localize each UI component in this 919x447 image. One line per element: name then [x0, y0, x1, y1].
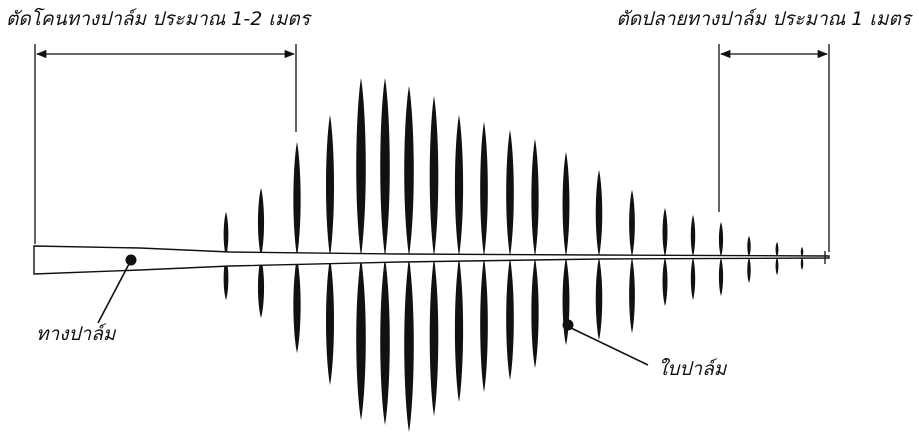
leaflet-upper-9 — [454, 115, 464, 257]
leaflet-leader-dot — [562, 319, 574, 331]
leaflet-lower-17 — [690, 257, 696, 300]
leaflet-upper-4 — [325, 115, 335, 257]
label-cut-base: ตัดโคนทางปาล์ม ประมาณ 1-2 เมตร — [6, 8, 310, 30]
leaflet-lower-19 — [747, 257, 751, 283]
leaflet-leader — [562, 319, 649, 366]
leaflet-upper-8 — [429, 96, 439, 257]
leaflet-upper-14 — [595, 170, 603, 257]
leaflet-upper-6 — [380, 78, 390, 257]
leaflet-upper-7 — [404, 86, 414, 257]
leaflet-upper-5 — [356, 78, 366, 257]
leaflet-lower-9 — [454, 257, 464, 402]
leaflet-lower-13 — [562, 257, 570, 345]
leaflet-upper-10 — [480, 122, 488, 257]
leaflet-lower-21 — [800, 257, 804, 270]
leaflet-lower-10 — [480, 257, 488, 392]
leaflet-lower-15 — [629, 257, 635, 333]
leaflet-upper-3 — [293, 142, 301, 257]
leaflet-lower-7 — [404, 257, 414, 432]
leaflet-upper-19 — [747, 236, 751, 257]
leaflet-upper-11 — [506, 130, 514, 257]
leaflet-lower-20 — [775, 257, 779, 275]
rachis-leader-dot — [125, 254, 137, 266]
leaflet-lower-2 — [257, 257, 265, 318]
leaflet-upper-1 — [223, 212, 229, 257]
rachis-leader — [97, 254, 137, 324]
leaflet-lower-18 — [718, 257, 724, 296]
leaflet-upper-21 — [800, 247, 804, 257]
leaflet-lower-11 — [506, 257, 514, 380]
leaflet-lower-3 — [293, 257, 301, 353]
leaflet-upper-15 — [629, 190, 635, 257]
leaflet-upper-20 — [775, 242, 779, 257]
leaflet-lower-1 — [223, 257, 229, 300]
leaflet-lower-14 — [595, 257, 603, 340]
leaflets — [223, 78, 804, 432]
leaflet-lower-12 — [531, 257, 539, 368]
leaflet-upper-18 — [718, 222, 724, 257]
leaflet-upper-2 — [257, 188, 265, 257]
label-cut-tip: ตัดปลายทางปาล์ม ประมาณ 1 เมตร — [616, 8, 911, 30]
leaflet-lower-4 — [325, 257, 335, 385]
leaflet-upper-12 — [531, 139, 539, 257]
leaflet-lower-5 — [356, 257, 366, 420]
leaflet-upper-13 — [562, 152, 570, 257]
label-leaflet: ใบปาล์ม — [658, 358, 727, 380]
leaflet-lower-8 — [429, 257, 439, 416]
cut-tip-dimension — [718, 44, 830, 252]
leaflet-leader-line — [570, 327, 649, 366]
label-rachis: ทางปาล์ม — [36, 323, 116, 345]
leaflet-lower-6 — [380, 257, 390, 425]
rachis-shape — [33, 245, 830, 275]
rachis-leader-line — [97, 263, 130, 324]
leaflet-lower-16 — [662, 257, 668, 306]
leaflet-upper-16 — [662, 208, 668, 257]
leaflet-upper-17 — [690, 215, 696, 257]
cut-base-dimension — [34, 44, 297, 244]
